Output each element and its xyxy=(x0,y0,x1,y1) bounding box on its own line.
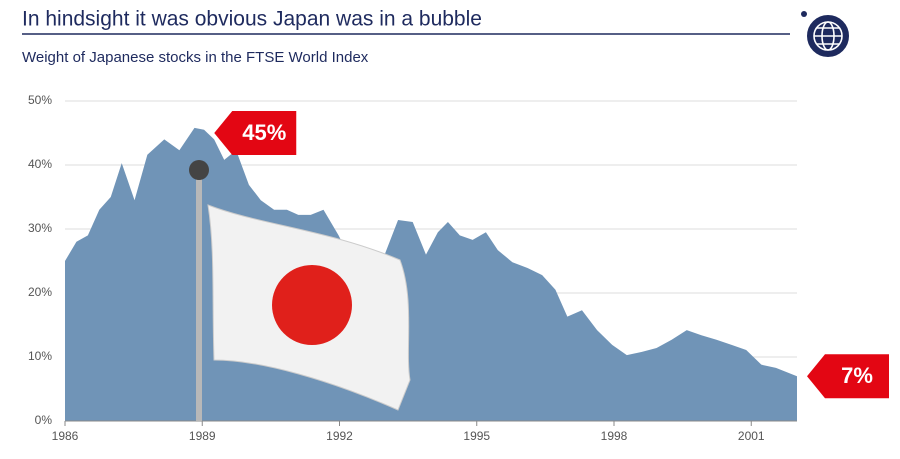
x-tick-label: 1992 xyxy=(326,429,353,443)
x-tick-label: 1998 xyxy=(601,429,628,443)
x-tick-label: 1989 xyxy=(189,429,216,443)
x-tick-label: 2001 xyxy=(738,429,765,443)
y-tick-label: 20% xyxy=(28,285,52,299)
y-tick-label: 40% xyxy=(28,157,52,171)
x-tick-label: 1986 xyxy=(52,429,79,443)
chart-title: In hindsight it was obvious Japan was in… xyxy=(22,8,482,31)
annotation-label: 7% xyxy=(841,363,873,388)
globe-icon xyxy=(801,11,849,57)
chart-subtitle: Weight of Japanese stocks in the FTSE Wo… xyxy=(22,49,369,66)
flag-pole-ball xyxy=(189,160,209,180)
annotation-callout xyxy=(807,354,889,399)
x-tick-label: 1995 xyxy=(463,429,490,443)
flag-illustration xyxy=(189,160,411,421)
area xyxy=(65,127,797,421)
y-tick-label: 50% xyxy=(28,93,52,107)
y-tick-label: 30% xyxy=(28,221,52,235)
annotation-callout xyxy=(214,111,297,155)
annotation-label: 45% xyxy=(242,120,286,145)
y-tick-label: 10% xyxy=(28,349,52,363)
flag-sun xyxy=(272,265,352,345)
y-tick-label: 0% xyxy=(35,413,53,427)
flag-pole xyxy=(196,175,202,421)
